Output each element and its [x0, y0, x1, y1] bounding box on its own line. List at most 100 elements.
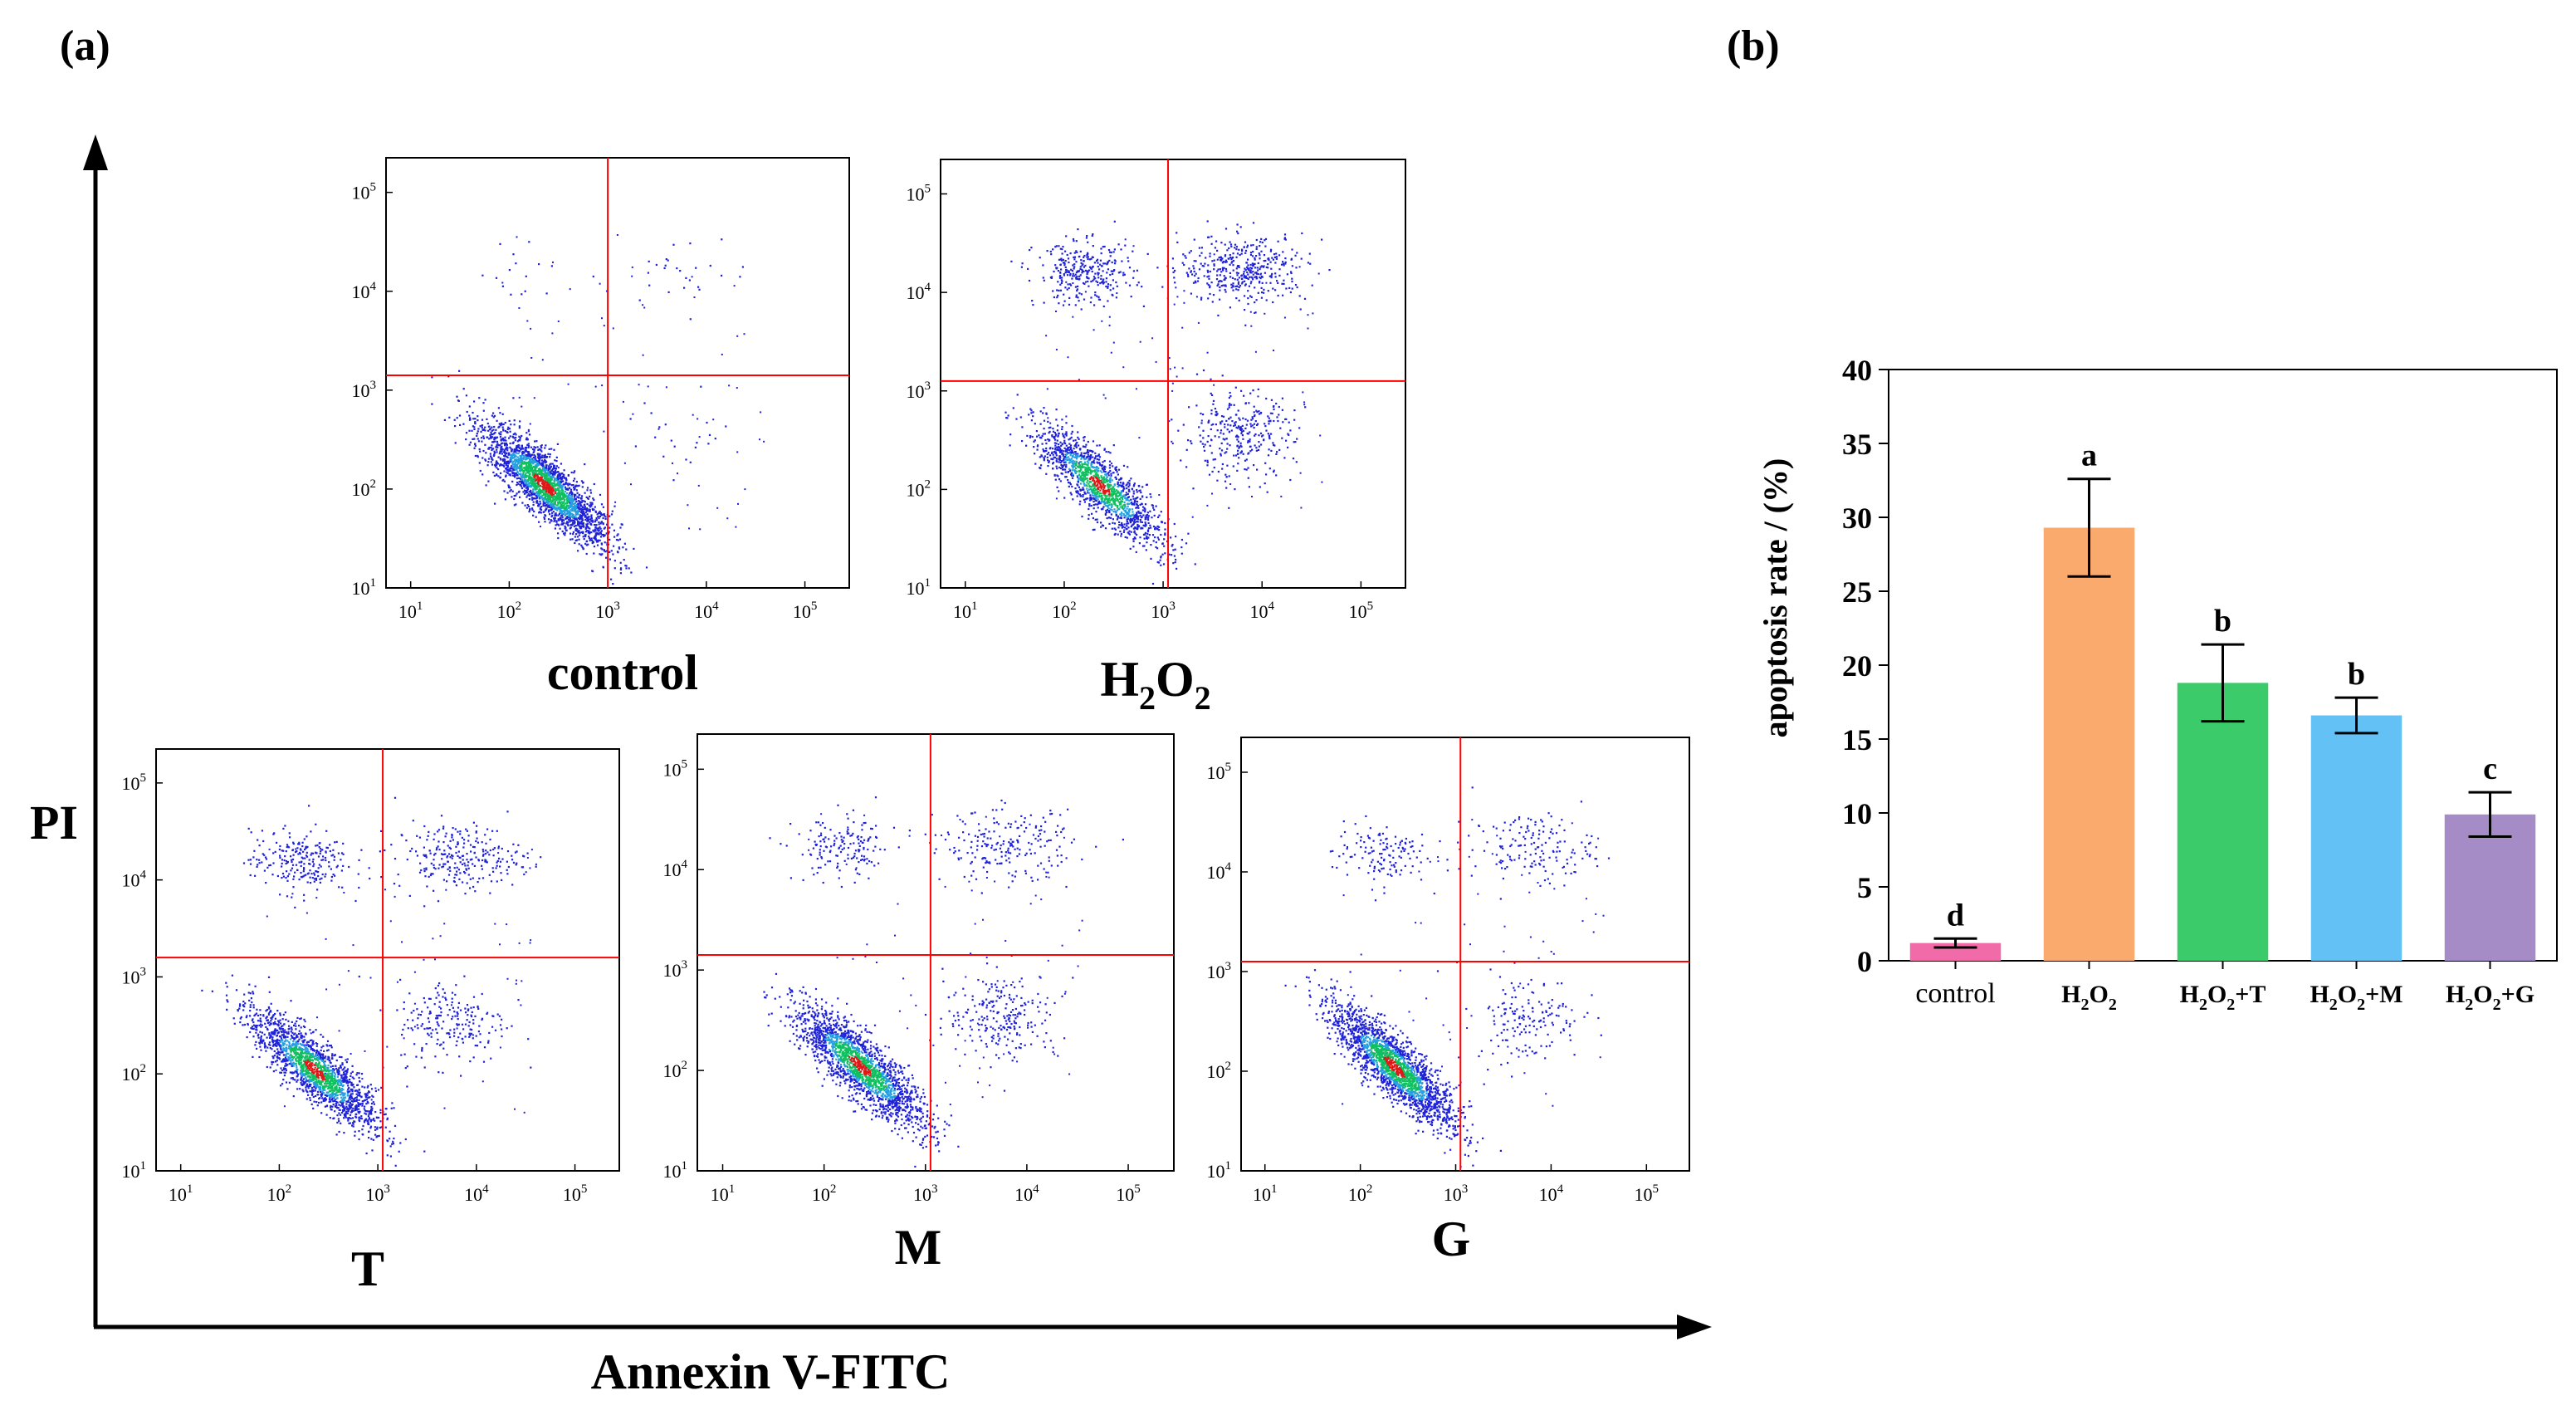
bar-category-label: H2O2+T: [2180, 981, 2266, 1014]
bar-category-label: H2O2: [2061, 981, 2117, 1014]
y-tick-label: 101: [1207, 1159, 1232, 1182]
y-tick-label: 103: [663, 958, 688, 981]
x-tick-label: 104: [1249, 600, 1274, 622]
x-tick-label: 102: [497, 600, 522, 622]
flow-density-core: [519, 461, 570, 510]
flow-plots: 101101102102103103104104105105control101…: [122, 157, 1690, 1296]
x-tick-label: 105: [563, 1182, 588, 1205]
y-tick-label: 104: [1207, 860, 1232, 883]
bar-y-tick-label: 15: [1842, 723, 1872, 756]
x-tick-label: 101: [1253, 1182, 1278, 1205]
significance-letter: b: [2348, 657, 2365, 692]
significance-letter: c: [2483, 752, 2497, 786]
flow-dots: [1284, 786, 1611, 1168]
flow-density-core: [1370, 1042, 1420, 1092]
pi-axis-label: PI: [30, 796, 78, 849]
flow-plot-t: 101 101 102 102 103 103 104 104 105 105 T: [122, 748, 620, 1296]
y-tick-label: 101: [907, 576, 931, 599]
x-tick-label: 103: [1444, 1182, 1469, 1205]
y-tick-label: 105: [122, 771, 147, 794]
x-tick-label: 101: [169, 1182, 193, 1205]
annexin-axis-arrowhead: [1677, 1315, 1712, 1339]
x-tick-label: 102: [812, 1182, 837, 1205]
flow-plot-label: control: [547, 645, 698, 700]
x-tick-label: 103: [913, 1182, 938, 1205]
error-bar: [2334, 696, 2378, 735]
flow-plot-frame: [940, 159, 1406, 589]
y-tick-label: 103: [352, 379, 377, 401]
bar-category-label: H2O2+M: [2310, 981, 2402, 1014]
bar-y-tick-label: 0: [1857, 945, 1872, 978]
y-tick-label: 102: [1207, 1060, 1232, 1082]
significance-letter: d: [1947, 898, 1964, 933]
x-tick-label: 103: [365, 1182, 390, 1205]
bar-chart-ylabel: apoptosis rate / (%): [1757, 458, 1794, 738]
bar-y-tick-label: 5: [1857, 871, 1872, 904]
bar-2: [2177, 683, 2269, 961]
flow-density-core: [1074, 461, 1127, 509]
bar-1: [2043, 527, 2135, 961]
error-bar: [2067, 477, 2111, 578]
flow-dots: [431, 234, 765, 585]
flow-plot-frame: [697, 733, 1175, 1172]
bar-chart: apoptosis rate / (%) 0 5 10 15 20 25 30 35 40 d co…: [1757, 354, 2558, 1014]
pi-axis-arrowhead: [83, 135, 108, 170]
flow-plot-control: 101 101 102 102 103 103 104 104 105 105 control: [352, 157, 850, 700]
error-bar: [2201, 643, 2245, 723]
bar-y-tick-label: 25: [1842, 575, 1872, 609]
panel-b-label: (b): [1727, 22, 1780, 70]
annexin-axis-label: Annexin V-FITC: [591, 1344, 951, 1399]
y-tick-label: 102: [122, 1062, 147, 1084]
x-tick-label: 101: [953, 600, 978, 622]
flow-dots: [763, 796, 1124, 1168]
flow-dots: [1004, 220, 1331, 585]
bar-y-tick-label: 10: [1842, 797, 1872, 830]
x-tick-label: 104: [1014, 1182, 1039, 1205]
bar-3: [2310, 715, 2402, 961]
bar-category-label: control: [1915, 978, 1995, 1009]
bar-y-tick-label: 20: [1842, 649, 1872, 683]
error-bar: [2468, 791, 2512, 838]
x-tick-label: 103: [1151, 600, 1176, 622]
panel-a-label: (a): [60, 22, 110, 70]
y-tick-label: 103: [907, 379, 931, 402]
x-tick-label: 104: [1539, 1182, 1564, 1205]
flow-density-core: [834, 1041, 887, 1091]
y-tick-label: 102: [352, 477, 377, 500]
x-tick-label: 105: [1349, 600, 1374, 622]
y-tick-label: 101: [352, 576, 377, 599]
flow-plot-frame: [1240, 737, 1690, 1172]
x-tick-label: 102: [1052, 600, 1077, 622]
x-tick-label: 105: [1116, 1182, 1141, 1205]
flow-plot-label: G: [1432, 1212, 1471, 1266]
x-tick-label: 101: [398, 600, 423, 622]
bar-category-label: H2O2+G: [2446, 981, 2534, 1014]
x-tick-label: 103: [595, 600, 620, 622]
y-tick-label: 104: [352, 280, 377, 302]
y-tick-label: 101: [663, 1159, 688, 1182]
significance-letter: b: [2214, 604, 2231, 639]
y-tick-label: 105: [1207, 761, 1232, 783]
y-tick-label: 104: [663, 858, 688, 880]
y-tick-label: 103: [122, 965, 147, 987]
flow-plot-h2o2: 101 101 102 102 103 103 104 104 105 105 H2O2: [907, 159, 1406, 717]
error-bar: [1933, 937, 1977, 949]
x-tick-label: 105: [793, 600, 818, 622]
y-tick-label: 105: [663, 757, 688, 780]
flow-density-core: [289, 1046, 340, 1094]
y-tick-label: 102: [663, 1059, 688, 1081]
y-tick-label: 102: [907, 477, 931, 500]
significance-letter: a: [2081, 438, 2097, 473]
flow-plot-frame: [155, 748, 620, 1172]
bar-y-tick-label: 35: [1842, 428, 1872, 461]
bar-y-tick-label: 30: [1842, 502, 1872, 535]
x-tick-label: 104: [694, 600, 719, 622]
flow-plot-g: 101 101 102 102 103 103 104 104 105 105 G: [1207, 737, 1690, 1266]
flow-plot-m: 101 101 102 102 103 103 104 104 105 105 M: [663, 733, 1175, 1275]
bar-y-tick-label: 40: [1842, 354, 1872, 387]
bar-4: [2444, 814, 2536, 961]
x-tick-label: 104: [464, 1182, 489, 1205]
y-tick-label: 105: [352, 181, 377, 203]
y-tick-label: 105: [907, 183, 931, 205]
